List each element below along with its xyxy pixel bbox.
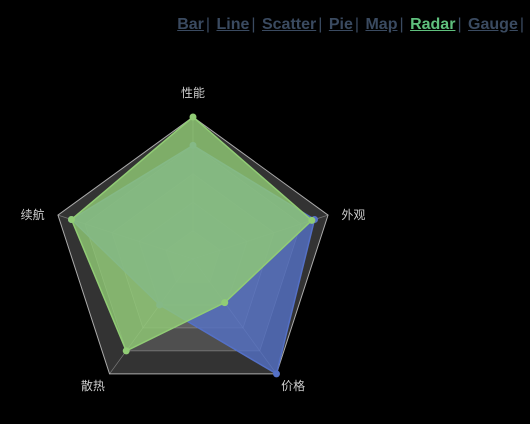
nav-link-radar[interactable]: Radar [410, 16, 456, 33]
nav-separator: | [251, 16, 256, 33]
nav-separator: | [519, 16, 524, 33]
radar-indicator-label: 外观 [341, 208, 365, 222]
radar-indicator-label: 散热 [81, 378, 105, 393]
radar-data-point[interactable] [221, 299, 229, 307]
radar-data-point[interactable] [272, 370, 280, 378]
radar-data-point[interactable] [122, 347, 130, 355]
radar-data-point[interactable] [189, 113, 197, 121]
nav-separator: | [205, 16, 211, 33]
nav-link-pie[interactable]: Pie [328, 16, 353, 33]
nav-link-scatter[interactable]: Scatter [261, 16, 317, 33]
radar-indicator-label: 续航 [21, 207, 45, 222]
radar-split-line [57, 116, 329, 375]
radar-series-2 [67, 113, 316, 355]
radar-indicator-label: 性能 [181, 86, 205, 100]
nav-separator: | [354, 16, 360, 33]
nav-link-map[interactable]: Map [365, 16, 398, 33]
nav-link-bar[interactable]: Bar [177, 16, 204, 33]
nav-separator: | [399, 16, 404, 33]
nav-link-gauge[interactable]: Gauge [468, 16, 518, 33]
chart-type-nav: Bar | Line | Scatter | Pie | Map | Radar | Gau… [177, 16, 526, 34]
nav-link-line[interactable]: Line [216, 16, 250, 33]
radar-data-point[interactable] [67, 216, 75, 224]
nav-separator: | [457, 16, 462, 33]
radar-data-point[interactable] [308, 216, 316, 224]
radar-series-layer [67, 113, 319, 378]
radar-series-area [70, 116, 313, 352]
nav-separator: | [318, 16, 323, 33]
radar-indicator-label: 价格 [281, 378, 305, 393]
